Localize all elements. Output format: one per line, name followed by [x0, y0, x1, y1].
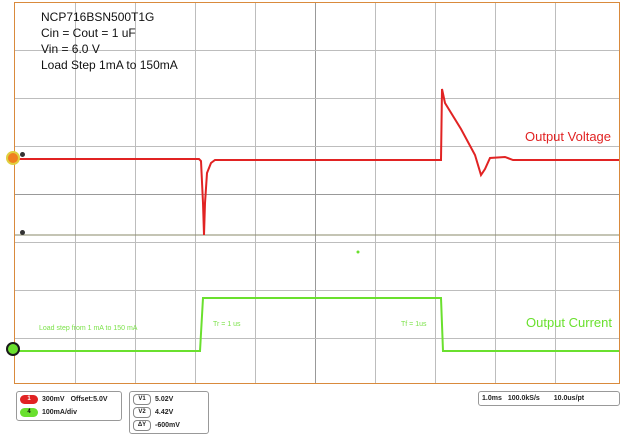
rise-time-note: Tr = 1 us — [213, 321, 241, 328]
cursor-v1-value: 5.02V — [155, 396, 174, 403]
cursor-delta-value: -600mV — [155, 422, 180, 429]
channel4-scale: 100mA/div — [42, 409, 78, 416]
fall-time-note: Tf = 1us — [401, 321, 427, 328]
output-voltage-trace — [15, 88, 619, 236]
output-current-label: Output Current — [526, 315, 612, 330]
grid-line — [15, 146, 619, 147]
input-voltage-condition: Vin = 6.0 V — [41, 42, 100, 56]
grid-center-line — [15, 194, 619, 195]
cursor-v2-tag: V2 — [133, 407, 151, 418]
output-current-trace — [15, 297, 619, 352]
grid-line — [15, 242, 619, 243]
grid-line — [135, 3, 136, 383]
channel1-scale: 300mV — [42, 396, 65, 403]
grid-line — [255, 3, 256, 383]
device-part-number: NCP716BSN500T1G — [41, 10, 155, 24]
cursor-v2-value: 4.42V — [155, 409, 174, 416]
oscilloscope-display: NCP716BSN500T1G Cin = Cout = 1 uF Vin = … — [14, 2, 620, 384]
cursor-delta-tag: ΔY — [133, 420, 151, 431]
cursor-delta-row: ΔY -600mV — [133, 420, 205, 431]
grid-line — [15, 290, 619, 291]
grid-line — [195, 3, 196, 383]
timebase-panel[interactable]: 1.0ms 100.0kS/s 10.0us/pt — [478, 391, 620, 406]
test-conditions: NCP716BSN500T1G Cin = Cout = 1 uF Vin = … — [41, 9, 178, 73]
cursor-readout-panel: V1 5.02V V2 4.42V ΔY -600mV — [129, 391, 209, 434]
output-voltage-label: Output Voltage — [525, 129, 612, 144]
load-step-note: Load step from 1 mA to 150 mA — [39, 325, 138, 332]
channel4-settings-row[interactable]: 4 100mA/div — [20, 407, 118, 418]
sample-rate: 100.0kS/s — [507, 395, 540, 402]
grid-line — [75, 3, 76, 383]
cursor-v2-marker[interactable] — [20, 230, 25, 235]
grid-line — [375, 3, 376, 383]
cursor-v1-tag: V1 — [133, 394, 151, 405]
grid-line — [15, 338, 619, 339]
cursor-v2-row: V2 4.42V — [133, 407, 205, 418]
time-per-division: 1.0ms — [482, 395, 502, 402]
timebase-row: 1.0ms 100.0kS/s 10.0us/pt — [482, 393, 616, 404]
grid-line — [15, 98, 619, 99]
channel1-ground-marker[interactable] — [6, 151, 20, 165]
cursor-v1-marker[interactable] — [20, 152, 25, 157]
time-resolution: 10.0us/pt — [553, 395, 585, 402]
trace-artifact-dot — [356, 250, 360, 254]
cursor-v1-row: V1 5.02V — [133, 394, 205, 405]
capacitor-condition: Cin = Cout = 1 uF — [41, 26, 136, 40]
channel1-offset: Offset:5.0V — [70, 396, 108, 403]
grid-center-line — [315, 3, 316, 383]
load-step-condition: Load Step 1mA to 150mA — [41, 58, 178, 72]
grid-line — [495, 3, 496, 383]
channel1-settings-row[interactable]: 1 300mV Offset:5.0V — [20, 394, 118, 405]
channel-settings-panel: 1 300mV Offset:5.0V 4 100mA/div — [16, 391, 122, 421]
grid-line — [555, 3, 556, 383]
channel4-ground-marker[interactable] — [6, 342, 20, 356]
waveform-traces — [15, 88, 619, 352]
grid-line — [15, 50, 619, 51]
channel1-badge: 1 — [20, 395, 38, 404]
channel4-badge: 4 — [20, 408, 38, 417]
grid-line — [435, 3, 436, 383]
